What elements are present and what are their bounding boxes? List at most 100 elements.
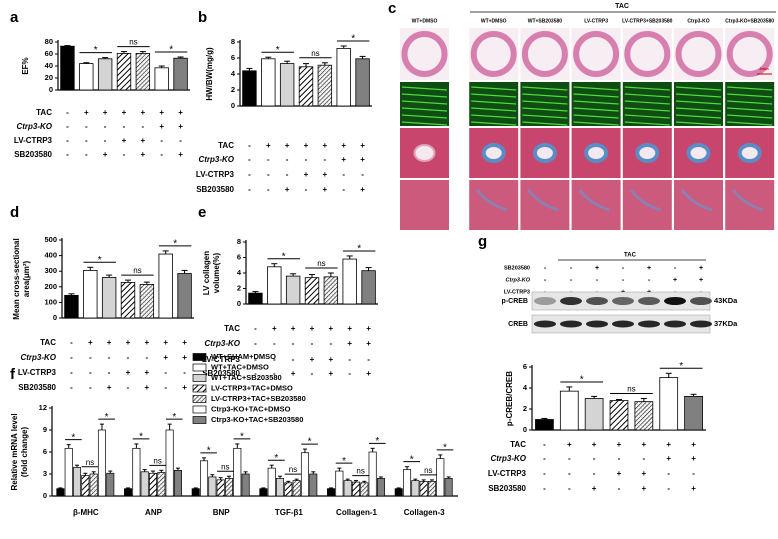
- condition-sign: -: [85, 150, 88, 159]
- bar: [368, 451, 377, 497]
- legend-swatch: [192, 395, 207, 403]
- condition-sign: +: [360, 155, 365, 164]
- significance-label: ns: [133, 266, 141, 275]
- condition-sign: +: [310, 355, 315, 364]
- condition-label: SB203580: [488, 484, 526, 493]
- condition-sign: -: [570, 265, 573, 272]
- fiber: [522, 114, 568, 119]
- bar: [135, 53, 151, 91]
- significance-label: *: [169, 45, 173, 56]
- fiber: [624, 93, 670, 98]
- condition-sign: -: [248, 155, 251, 164]
- column-label: Ctrp3-KO: [687, 18, 709, 24]
- condition-sign: -: [273, 369, 276, 378]
- blot-band: [612, 320, 634, 328]
- significance-label: ns: [153, 456, 161, 465]
- condition-label: Ctrp3-KO: [16, 122, 52, 131]
- condition-sign: +: [592, 440, 597, 449]
- legend-label: WT+TAC+SB203580: [211, 373, 282, 382]
- bar: [559, 390, 579, 431]
- bar: [304, 277, 320, 305]
- condition-sign: -: [66, 136, 69, 145]
- condition-sign: -: [543, 484, 546, 493]
- condition-sign: +: [329, 355, 334, 364]
- bar: [64, 294, 79, 319]
- y-axis-title: Mean cross-sectional: [12, 238, 21, 319]
- condition-label: TAC: [510, 440, 526, 449]
- condition-sign: -: [667, 484, 670, 493]
- y-tick-label: 0: [523, 425, 527, 434]
- condition-sign: -: [179, 136, 182, 145]
- condition-sign: +: [178, 108, 183, 117]
- condition-sign: +: [323, 185, 328, 194]
- fiber: [675, 121, 722, 126]
- condition-sign: +: [145, 383, 150, 392]
- bar: [267, 266, 282, 305]
- condition-label: Ctrp3-KO: [20, 353, 56, 362]
- condition-sign: -: [570, 277, 573, 284]
- significance-label: *: [357, 244, 361, 255]
- bar: [242, 70, 257, 107]
- condition-sign: +: [595, 265, 599, 272]
- fiber: [522, 86, 568, 91]
- condition-sign: +: [304, 141, 309, 150]
- condition-sign: -: [305, 155, 308, 164]
- bar: [157, 472, 166, 497]
- bar: [116, 53, 132, 91]
- condition-sign: -: [342, 170, 345, 179]
- blot-band: [664, 297, 686, 305]
- condition-sign: -: [85, 136, 88, 145]
- bar: [609, 400, 629, 431]
- significance-label: ns: [86, 458, 94, 467]
- band-size: 37KDa: [714, 319, 738, 328]
- panel-label: f: [10, 366, 16, 383]
- significance-label: *: [98, 255, 102, 266]
- histology-image: [400, 180, 449, 230]
- condition-sign: -: [70, 368, 73, 377]
- condition-sign: +: [178, 150, 183, 159]
- fibrosis: [527, 189, 559, 212]
- bar: [342, 258, 357, 305]
- condition-sign: -: [367, 355, 370, 364]
- condition-sign: -: [544, 277, 547, 284]
- condition-sign: -: [108, 353, 111, 362]
- y-tick-label: 6: [231, 53, 235, 62]
- bar: [259, 488, 268, 497]
- condition-sign: -: [292, 339, 295, 348]
- fiber: [471, 121, 517, 126]
- condition-sign: -: [543, 440, 546, 449]
- legend-swatch: [192, 384, 207, 393]
- significance-label: *: [94, 45, 98, 56]
- significance-label: ns: [129, 38, 137, 47]
- condition-sign: -: [622, 277, 625, 284]
- fiber: [401, 93, 448, 98]
- bar: [292, 480, 301, 497]
- condition-sign: -: [311, 339, 314, 348]
- significance-label: *: [173, 239, 177, 250]
- column-label: LV-CTRP3: [584, 18, 608, 24]
- bar: [64, 447, 73, 497]
- blot-band: [690, 297, 712, 305]
- condition-sign: -: [543, 469, 546, 478]
- condition-sign: +: [691, 440, 696, 449]
- blot-band: [586, 320, 608, 328]
- condition-sign: +: [107, 383, 112, 392]
- bar: [276, 478, 285, 497]
- condition-sign: +: [291, 324, 296, 333]
- heart-section: [624, 31, 671, 77]
- bar: [427, 480, 436, 497]
- bar: [343, 480, 352, 497]
- condition-sign: -: [568, 454, 571, 463]
- bar: [60, 45, 75, 91]
- condition-sign: -: [286, 155, 289, 164]
- y-tick-label: 200: [44, 282, 57, 291]
- condition-sign: -: [254, 339, 257, 348]
- bar: [216, 479, 225, 497]
- condition-sign: -: [104, 136, 107, 145]
- bar: [403, 469, 412, 497]
- condition-sign: +: [647, 265, 651, 272]
- condition-sign: +: [347, 324, 352, 333]
- condition-sign: +: [182, 338, 187, 347]
- bar: [81, 475, 90, 497]
